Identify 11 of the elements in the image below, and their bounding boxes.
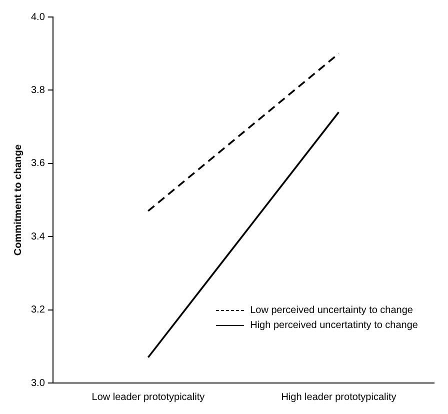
legend-label: Low perceived uncertainty to change — [250, 304, 413, 318]
y-tick-label: 3.4 — [30, 231, 46, 242]
y-tick-label: 3.8 — [30, 84, 46, 96]
legend-label: High perceived uncertatinty to change — [250, 319, 418, 333]
y-axis-title: Commitment to change — [12, 144, 24, 256]
x-tick-label: High leader prototypicality — [281, 392, 396, 403]
y-tick-label: 3.6 — [30, 158, 46, 170]
y-tick-label: 3.0 — [30, 378, 46, 389]
x-tick-label: Low leader prototypicality — [92, 392, 205, 403]
y-tick-label: 4.0 — [30, 12, 46, 23]
y-tick-label: 3.2 — [30, 304, 46, 316]
